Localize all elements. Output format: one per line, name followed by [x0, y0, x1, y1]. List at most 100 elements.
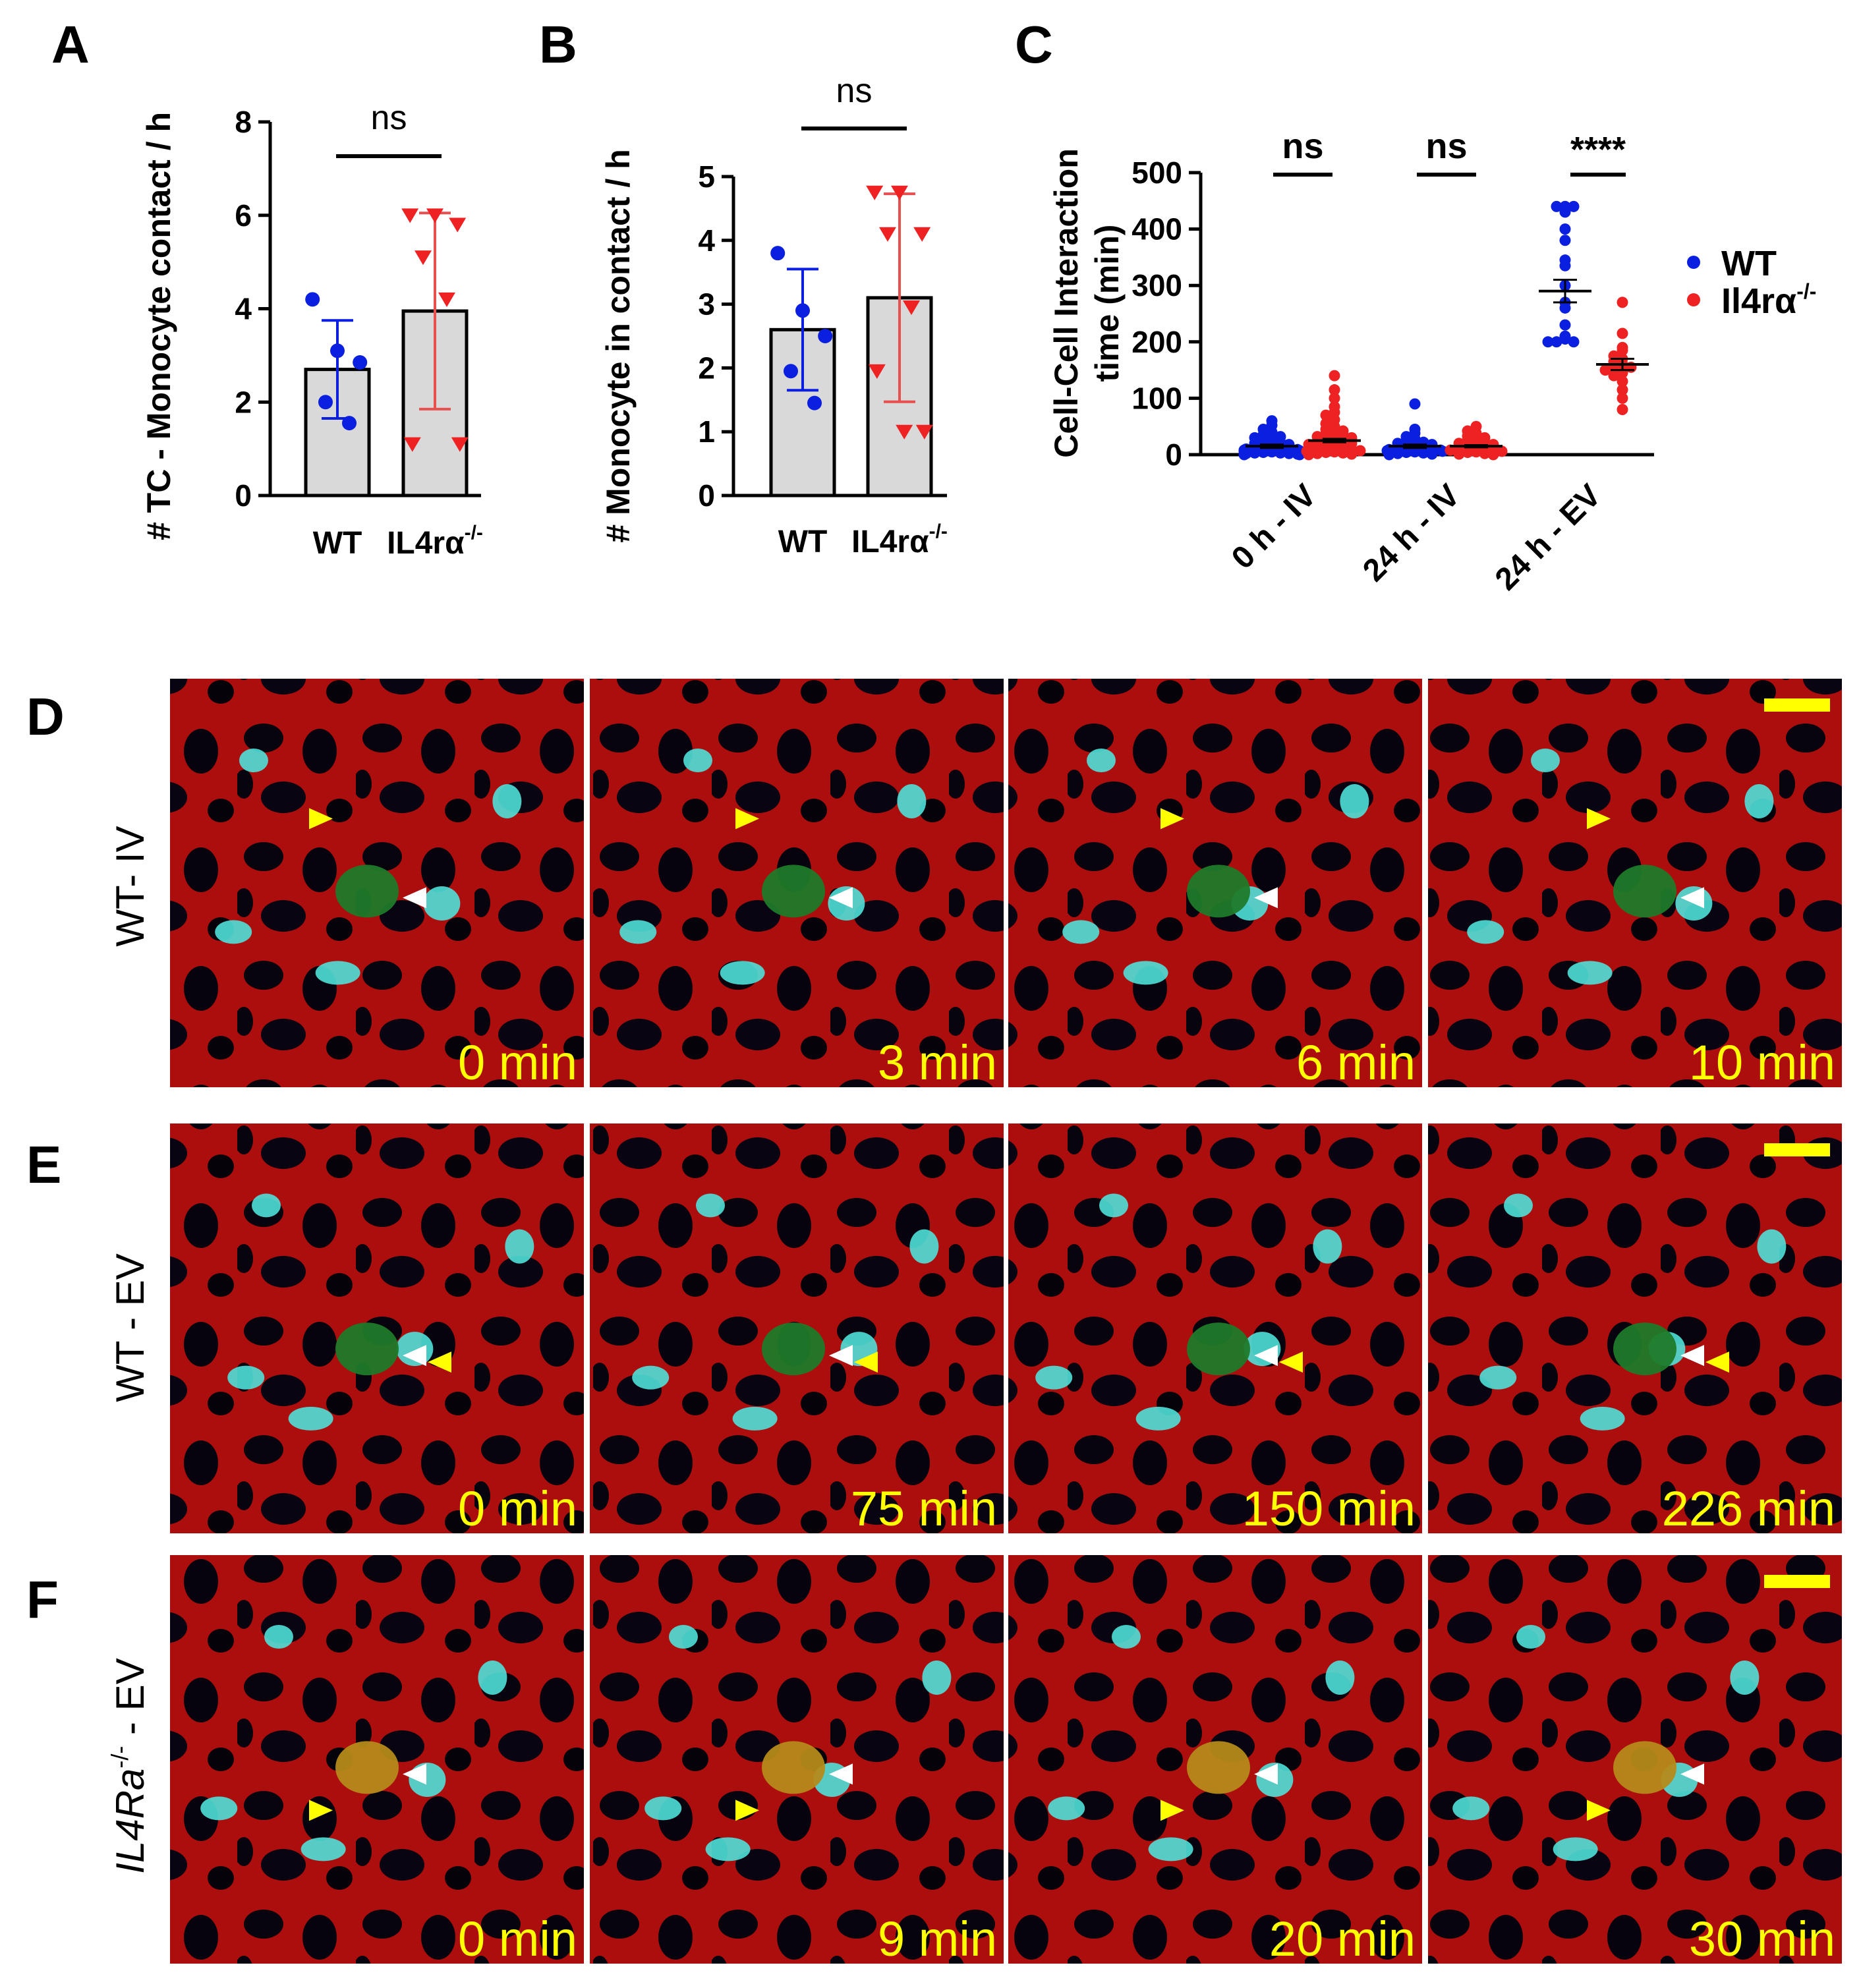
panel-label-d: D [26, 687, 65, 746]
green-cell-f-2 [1187, 1741, 1250, 1794]
data-point-c-0-0-23 [1257, 447, 1269, 459]
cyan-cell-f-1-2 [705, 1837, 751, 1861]
data-point-c-1-2-3 [1617, 345, 1628, 356]
cyan-cell-d-1-2 [720, 961, 765, 985]
category-text-ko-a: IL4rα [387, 526, 465, 561]
cyan-cell-f-0-1 [409, 1763, 446, 1797]
row-label-f: IL4Ra-/- - EV [106, 1658, 152, 1873]
yellow-arrowhead-e-2 [1279, 1351, 1303, 1373]
category-label-wt-b: WT [778, 525, 828, 559]
cyan-cell-d-0-0 [239, 749, 268, 772]
data-point-a-ko-5 [403, 437, 421, 452]
time-label-f-2: 20 min [1269, 1912, 1416, 1966]
category-superscript-b: -/- [929, 521, 948, 542]
data-point-c-1-0-35 [1303, 449, 1315, 461]
cyan-cell-f-1-4 [644, 1796, 682, 1821]
panel-a: A # TC - Monocyte contact / h 0 2 4 6 8 ns W… [51, 15, 483, 561]
legend-marker-ko [1687, 293, 1700, 306]
data-point-c-0-2-3 [1559, 206, 1571, 218]
time-label-e-2: 150 min [1242, 1481, 1416, 1536]
legend-text-ko: Il4rα [1721, 281, 1796, 321]
data-point-c-1-1-16 [1496, 445, 1508, 457]
cyan-cell-f-3-3 [1730, 1661, 1760, 1695]
panel-label-e: E [26, 1135, 61, 1194]
data-point-c-1-0-2 [1329, 392, 1340, 404]
data-point-c-0-0-24 [1274, 447, 1286, 459]
data-point-a-ko-4 [438, 292, 455, 308]
data-point-c-1-0-34 [1346, 448, 1358, 460]
cyan-cell-f-3-0 [1516, 1625, 1545, 1649]
cyan-cell-d-3-4 [1467, 920, 1504, 944]
category-superscript-a: -/- [465, 522, 483, 544]
data-point-c-1-0-33 [1311, 447, 1323, 459]
white-arrowhead-d-0 [403, 887, 426, 909]
y-tick-label-c-0: 0 [1165, 438, 1182, 472]
microscopy-tile-f-2: 20 min [1008, 1555, 1422, 1966]
data-point-b-ko-1 [891, 185, 908, 200]
category-label-wt-a: WT [313, 526, 362, 561]
cyan-cell-d-0-2 [315, 961, 360, 985]
cyan-cell-d-1-0 [683, 749, 712, 772]
data-point-b-ko-7 [896, 424, 913, 440]
time-label-f-0: 0 min [458, 1912, 577, 1966]
data-point-c-0-1-23 [1383, 449, 1395, 461]
green-cell-d-3 [1613, 865, 1676, 918]
cyan-cell-f-3-4 [1452, 1796, 1490, 1821]
significance-label-c-2: ns [1425, 127, 1467, 166]
panel-label-c: C [1015, 15, 1053, 74]
yellow-arrowhead-e-3 [1705, 1351, 1729, 1373]
data-point-c-0-2-4 [1559, 223, 1571, 235]
cyan-cell-d-0-4 [215, 920, 252, 944]
data-point-a-wt-4 [342, 416, 357, 431]
data-point-c-1-2-12 [1608, 370, 1620, 382]
bars-b [769, 185, 933, 497]
data-point-c-0-0-22 [1266, 446, 1278, 458]
microscopy-tile-e-0: 0 min [170, 1123, 584, 1536]
legend-label-ko: Il4rα-/- [1721, 279, 1816, 321]
cyan-cell-e-0-4 [227, 1365, 265, 1390]
data-point-c-1-0-0 [1329, 370, 1340, 382]
cyan-cell-e-1-2 [732, 1406, 778, 1431]
row-label-d: WT- IV [108, 826, 152, 946]
row-label-f-main: IL4Ra [108, 1769, 152, 1874]
category-label-c-2: 24 h - IV [1356, 478, 1467, 588]
data-point-a-ko-1 [426, 208, 444, 223]
data-point-c-0-1-20 [1417, 447, 1429, 459]
time-label-e-0: 0 min [458, 1481, 577, 1536]
data-point-a-wt-1 [330, 343, 345, 358]
category-label-ko-a: IL4rα-/- [387, 522, 483, 561]
significance-label-b: ns [836, 72, 873, 110]
data-point-a-wt-3 [318, 395, 333, 410]
cyan-cell-f-3-2 [1553, 1837, 1598, 1861]
data-point-c-1-2-15 [1617, 392, 1628, 404]
cyan-cell-d-0-1 [423, 886, 461, 921]
cyan-cell-e-3-4 [1479, 1365, 1517, 1390]
cyan-cell-f-2-3 [1325, 1661, 1355, 1695]
data-point-c-0-1-22 [1426, 448, 1438, 460]
data-point-c-0-2-11 [1559, 319, 1571, 331]
dots-c [1238, 200, 1649, 461]
microscopy-grid: 0 min 3 min 6 min 10 min 0 min 75 min 150 min 2… [170, 679, 1842, 1966]
y-tick-label-c-1: 100 [1131, 381, 1182, 415]
scale-bar-f [1764, 1575, 1830, 1588]
data-point-b-wt-2 [818, 329, 833, 343]
legend-marker-wt [1687, 256, 1700, 269]
data-point-c-1-0-30 [1329, 446, 1340, 458]
data-point-c-0-2-5 [1559, 235, 1571, 246]
category-label-c-1: 0 h - IV [1225, 478, 1323, 576]
panel-b: B # Monocyte in contact / h 0 1 2 3 4 5 ns WT… [539, 15, 948, 559]
cyan-cell-f-0-4 [200, 1796, 238, 1821]
scale-bar-d [1764, 698, 1830, 712]
data-point-c-0-1-19 [1400, 447, 1412, 459]
data-point-a-wt-2 [353, 355, 368, 370]
data-point-c-0-0-31 [1238, 449, 1250, 461]
green-cell-f-3 [1613, 1741, 1676, 1794]
cyan-cell-e-1-4 [632, 1365, 670, 1390]
data-point-b-ko-5 [868, 364, 886, 379]
y-tick-label-a-1: 2 [235, 385, 252, 419]
category-text-ko-b: IL4rα [851, 525, 929, 559]
white-arrowhead-d-3 [1680, 887, 1704, 909]
time-label-f-1: 9 min [878, 1912, 997, 1966]
cyan-cell-d-2-4 [1062, 920, 1100, 944]
